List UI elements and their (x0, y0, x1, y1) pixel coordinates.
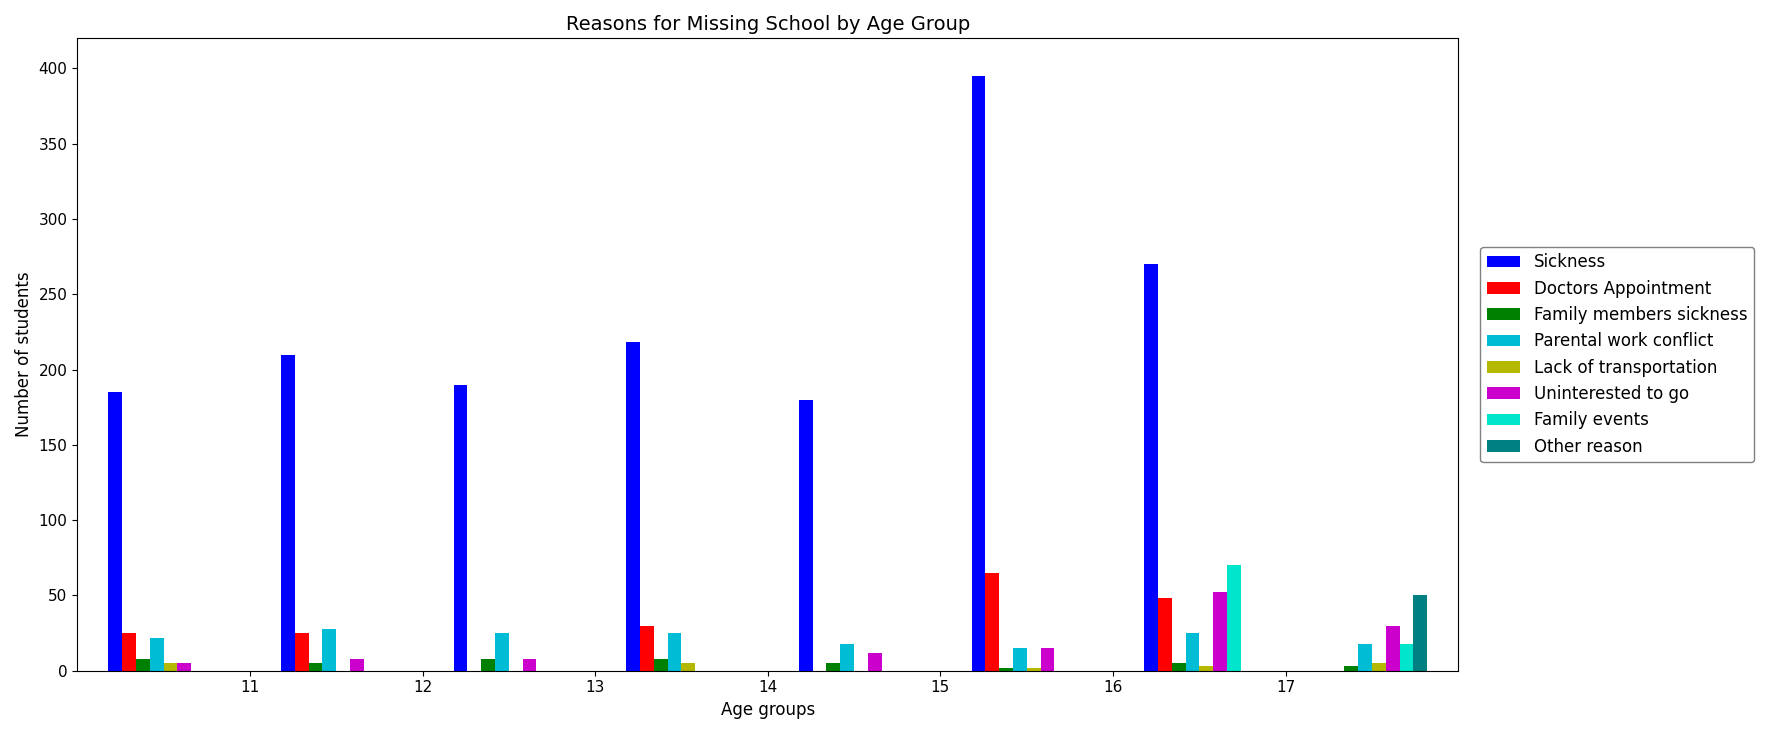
Bar (495, 633, 509, 671)
Bar (163, 664, 177, 671)
Y-axis label: Number of students: Number of students (14, 272, 34, 437)
Bar (453, 385, 467, 671)
Bar (800, 400, 812, 671)
Bar (150, 638, 163, 671)
Bar (626, 343, 640, 671)
Bar (1228, 565, 1240, 671)
Bar (522, 658, 536, 671)
Bar (1145, 264, 1159, 671)
Bar (1359, 644, 1373, 671)
Bar (826, 664, 840, 671)
Bar (136, 658, 150, 671)
Bar (1026, 668, 1040, 671)
Bar (640, 625, 655, 671)
Bar (1413, 595, 1428, 671)
X-axis label: Age groups: Age groups (720, 701, 816, 719)
Title: Reasons for Missing School by Age Group: Reasons for Missing School by Age Group (566, 15, 969, 34)
Bar (1214, 592, 1228, 671)
Bar (1199, 666, 1214, 671)
Bar (681, 664, 695, 671)
Bar (177, 664, 191, 671)
Bar (122, 633, 136, 671)
Bar (667, 633, 681, 671)
Bar (985, 573, 999, 671)
Bar (322, 628, 336, 671)
Legend: Sickness, Doctors Appointment, Family members sickness, Parental work conflict, : Sickness, Doctors Appointment, Family me… (1481, 247, 1755, 462)
Bar (1344, 666, 1359, 671)
Bar (869, 653, 881, 671)
Bar (1185, 633, 1199, 671)
Bar (295, 633, 308, 671)
Bar (999, 668, 1014, 671)
Bar (108, 392, 122, 671)
Bar (1385, 625, 1399, 671)
Bar (308, 664, 322, 671)
Bar (1373, 664, 1385, 671)
Bar (481, 658, 495, 671)
Bar (281, 355, 295, 671)
Bar (1014, 648, 1026, 671)
Bar (1399, 644, 1413, 671)
Bar (655, 658, 667, 671)
Bar (840, 644, 854, 671)
Bar (971, 76, 985, 671)
Bar (1171, 664, 1185, 671)
Bar (1040, 648, 1054, 671)
Bar (350, 658, 364, 671)
Bar (1159, 598, 1171, 671)
